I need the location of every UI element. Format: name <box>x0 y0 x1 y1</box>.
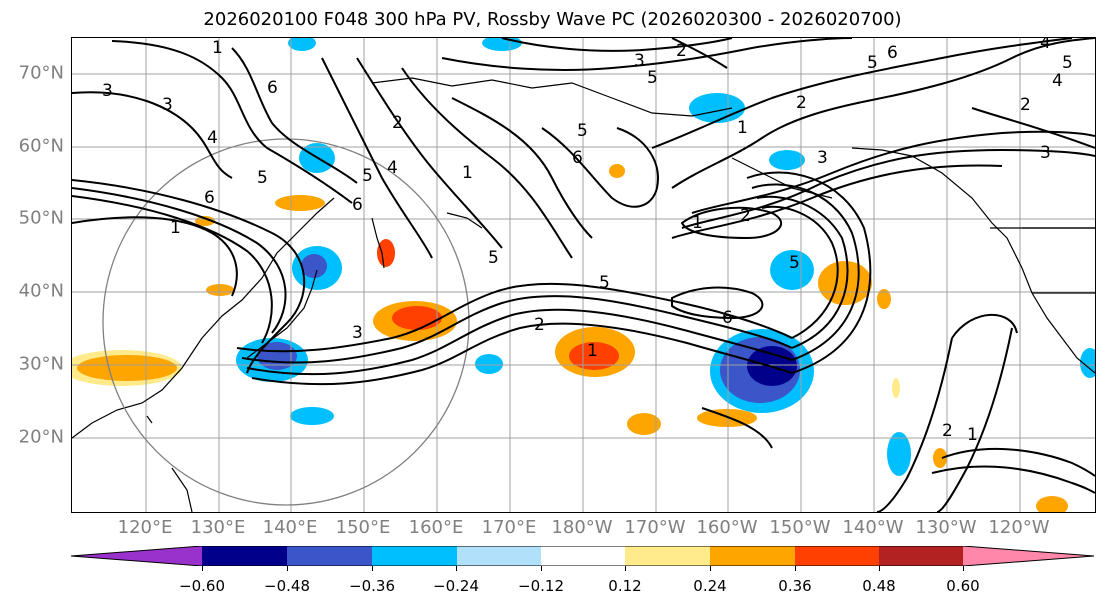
contour-label: 5 <box>488 248 499 268</box>
lon-label: 170°E <box>481 517 537 538</box>
contour-label: 1 <box>587 341 598 361</box>
contour-label: 3 <box>817 148 828 168</box>
contour-label: 4 <box>1040 38 1051 53</box>
pv-anomaly-fills <box>72 38 1095 512</box>
contour-label: 5 <box>257 168 268 188</box>
contour-label: 3 <box>1040 143 1051 163</box>
contour-label: 6 <box>722 308 733 328</box>
colorbar <box>71 546 1094 566</box>
lon-label: 140°E <box>262 517 318 538</box>
contour-label: 2 <box>392 113 403 133</box>
colorbar-tick-label: −0.36 <box>349 577 395 595</box>
contour-label: 2 <box>534 315 545 335</box>
contour-label: 3 <box>352 323 363 343</box>
lat-label: 40°N <box>18 280 64 302</box>
contour-label: 4 <box>207 128 218 148</box>
colorbar-tick-label: 0.12 <box>608 577 642 595</box>
contour-label: 1 <box>967 425 978 445</box>
lon-label: 120°E <box>117 517 173 538</box>
pv-contours <box>72 38 1095 512</box>
lon-label: 160°E <box>408 517 464 538</box>
lon-label: 160°W <box>696 517 758 538</box>
contour-label: 3 <box>102 81 113 101</box>
colorbar-segment <box>963 546 1094 566</box>
contour-label: 3 <box>634 51 645 71</box>
contour-label: 2 <box>1020 95 1031 115</box>
contour-label: 6 <box>204 188 215 208</box>
lat-label: 50°N <box>18 207 64 229</box>
colorbar-tick-label: −0.48 <box>264 577 310 595</box>
contour-labels: 1 3 3 4 5 6 6 1 3 2 5 1 6 5 2 1 1 2 3 5 … <box>102 38 1073 445</box>
contour-label: 5 <box>647 68 658 88</box>
contour-label: 2 <box>796 93 807 113</box>
contour-label: 2 <box>942 421 953 441</box>
colorbar-segment <box>457 546 541 566</box>
lon-label: 150°W <box>769 517 831 538</box>
contour-label: 3 <box>162 95 173 115</box>
contour-label: 5 <box>362 166 373 186</box>
lon-label: 180°W <box>551 517 613 538</box>
colorbar-segment <box>202 546 287 566</box>
colorbar-segment <box>541 546 625 566</box>
contour-label: 6 <box>267 78 278 98</box>
contour-label: 5 <box>867 53 878 73</box>
lon-label: 120°W <box>988 517 1050 538</box>
lon-label: 130°W <box>915 517 977 538</box>
contour-label: 6 <box>572 148 583 168</box>
lat-label: 70°N <box>18 62 64 84</box>
map-title: 2026020100 F048 300 hPa PV, Rossby Wave … <box>203 9 902 30</box>
contour-label: 1 <box>692 213 703 233</box>
colorbar-segment <box>625 546 710 566</box>
lon-label: 150°E <box>335 517 391 538</box>
contour-label: 4 <box>1052 71 1063 91</box>
contour-label: 2 <box>676 41 687 61</box>
colorbar-tick-label: −0.12 <box>518 577 564 595</box>
lat-label: 60°N <box>18 135 64 157</box>
colorbar-segment <box>795 546 879 566</box>
contour-label: 1 <box>170 218 181 238</box>
colorbar-segment <box>710 546 795 566</box>
contour-label: 6 <box>352 195 363 215</box>
contour-label: 1 <box>462 163 473 183</box>
colorbar-tick-label: 0.48 <box>862 577 896 595</box>
contour-label: 5 <box>577 121 588 141</box>
lon-label: 170°W <box>624 517 686 538</box>
contour-label: 6 <box>887 43 898 63</box>
colorbar-segment <box>71 546 202 566</box>
contour-label: 1 <box>737 118 748 138</box>
contour-label: 5 <box>1062 53 1073 73</box>
colorbar-segment <box>287 546 372 566</box>
lat-label: 20°N <box>18 426 64 448</box>
range-circle <box>102 138 470 506</box>
colorbar-segment <box>879 546 963 566</box>
lon-label: 130°E <box>190 517 246 538</box>
contour-label: 4 <box>387 158 398 178</box>
lon-label: 140°W <box>842 517 904 538</box>
contour-label: 2 <box>740 206 751 226</box>
contour-label: 1 <box>212 38 223 58</box>
lat-label: 30°N <box>18 353 64 375</box>
colorbar-segment <box>372 546 457 566</box>
contour-label: 5 <box>599 273 610 293</box>
colorbar-tick-label: 0.24 <box>693 577 727 595</box>
contour-label: 5 <box>789 253 800 273</box>
colorbar-tick-label: 0.36 <box>778 577 812 595</box>
map-canvas: 1 3 3 4 5 6 6 1 3 2 5 1 6 5 2 1 1 2 3 5 … <box>72 38 1095 512</box>
colorbar-tick-label: 0.60 <box>946 577 980 595</box>
map-panel: 1 3 3 4 5 6 6 1 3 2 5 1 6 5 2 1 1 2 3 5 … <box>71 37 1096 513</box>
colorbar-tick-label: −0.60 <box>179 577 225 595</box>
colorbar-tick-label: −0.24 <box>433 577 479 595</box>
